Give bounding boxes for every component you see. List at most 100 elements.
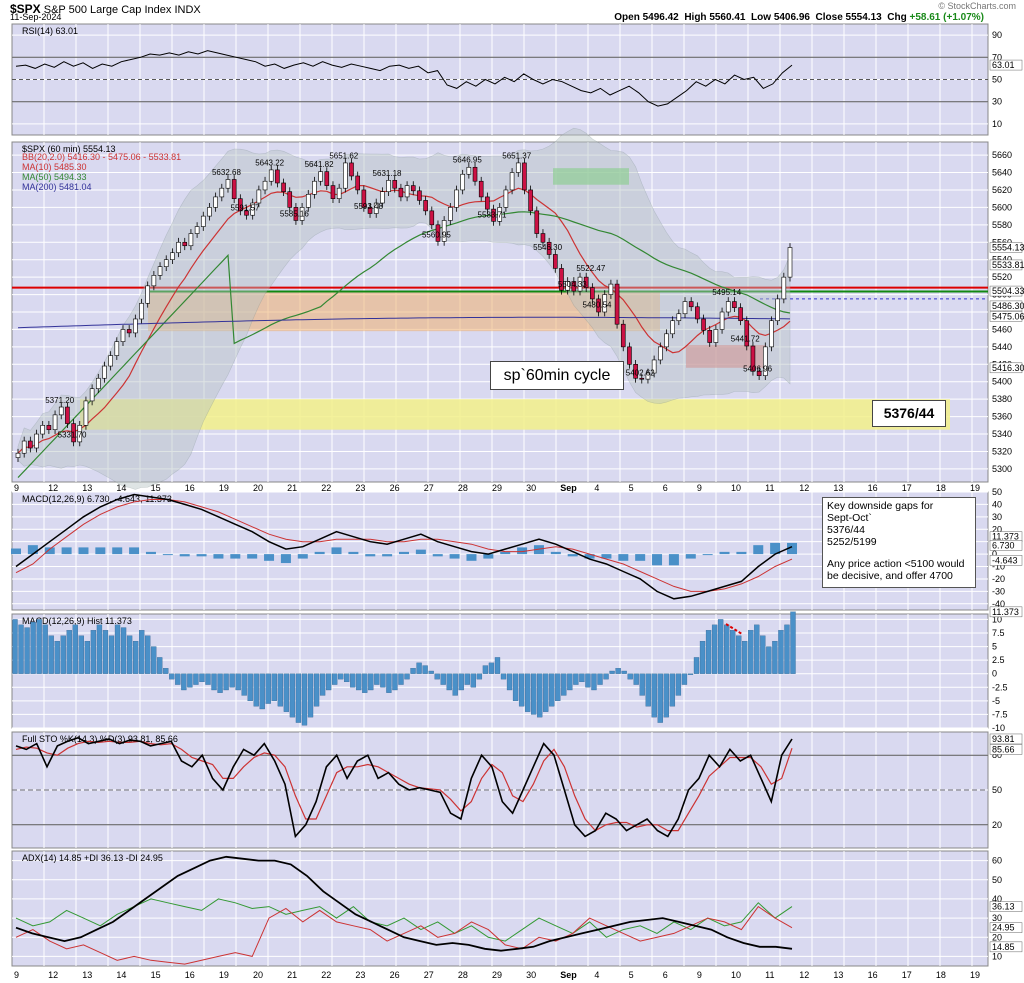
y-tick-label: 0 [992, 549, 997, 559]
candle-body [83, 400, 89, 426]
candle-body [58, 406, 64, 416]
candle-body [65, 406, 70, 424]
candle-body [145, 285, 150, 304]
hist-bar [772, 640, 778, 674]
y-tick-label: -7.5 [992, 709, 1008, 719]
price-extreme-label: 5632.68 [212, 168, 241, 177]
candle-body [219, 187, 225, 198]
y-tick-label: 5440 [992, 342, 1012, 352]
macd-hist-bar [483, 554, 494, 559]
hist-bar [470, 673, 477, 688]
y-tick-label: 5640 [992, 168, 1012, 178]
hist-bar [434, 673, 440, 680]
hist-bar [579, 673, 585, 683]
candle-body [732, 301, 737, 308]
y-tick-label: 50 [992, 487, 1002, 497]
candle-body [639, 377, 645, 380]
candle-body [688, 301, 694, 308]
hist-bar [531, 673, 537, 715]
candle-body [553, 254, 558, 269]
candle-body [596, 298, 601, 313]
candle-body [231, 179, 237, 199]
hist-bar [422, 665, 428, 674]
candle-body [287, 191, 293, 208]
last-value-tag [989, 555, 1023, 566]
hist-bar [175, 673, 181, 685]
hist-bar [54, 640, 60, 674]
x-tick-label: 16 [185, 970, 195, 980]
symbol-line: $SPX S&P 500 Large Cap Index INDX [10, 2, 201, 16]
y-tick-label: 5300 [992, 464, 1012, 474]
high-value: 5560.41 [709, 12, 746, 23]
price-extreme-label: 5371.20 [45, 396, 74, 405]
hist-bar [132, 640, 139, 674]
candle-body [262, 180, 268, 191]
candle-body [664, 333, 669, 348]
hist-bar [537, 673, 543, 718]
hist-bar [730, 630, 736, 674]
x-tick-label: 20 [253, 970, 263, 980]
candle-body [522, 162, 527, 191]
candle-body [466, 166, 472, 175]
macd-hist-bar [736, 551, 747, 555]
bollinger-band [17, 127, 791, 490]
x-tick-label: 5 [629, 970, 634, 980]
candle-body [200, 215, 206, 227]
macd-hist-bar [247, 554, 258, 559]
candle-body [293, 207, 299, 221]
candle-body [559, 268, 564, 291]
candle-body [448, 207, 453, 221]
price-extreme-label: 5651.37 [502, 152, 531, 161]
hist-bar [675, 673, 682, 696]
candle-body [207, 207, 212, 217]
y-tick-label: 80 [992, 750, 1002, 760]
candle-body [497, 207, 503, 222]
symbol: $SPX [10, 2, 41, 16]
y-tick-label: 50 [992, 785, 1002, 795]
x-tick-label: 10 [731, 483, 741, 493]
candle-body [102, 365, 107, 379]
hist-bar [724, 624, 730, 674]
hist-bar [681, 673, 688, 685]
hist-bar [199, 673, 205, 683]
last-value-label: 5486.30 [992, 301, 1024, 311]
candle-body [620, 323, 626, 348]
y-tick-label: 10 [992, 614, 1002, 624]
candle-body [250, 202, 255, 216]
last-value-label: 93.81 [992, 734, 1015, 744]
x-tick-label: 13 [82, 970, 92, 980]
hist-bar [169, 673, 175, 680]
y-tick-label: -10 [992, 723, 1005, 733]
macd-hist-bar [668, 554, 679, 566]
candle-body [546, 241, 552, 255]
x-tick-label: 27 [424, 483, 434, 493]
hist-bar [440, 673, 446, 685]
price-legend-item: MA(10) 5485.30 [22, 162, 87, 172]
hist-bar [78, 635, 84, 674]
hist-bar [404, 673, 410, 680]
candle-body [787, 247, 793, 278]
candle-body [701, 318, 706, 331]
adx-panel-title: ADX(14) 14.85 +DI 36.13 -DI 24.95 [22, 853, 163, 863]
hist-bar [139, 630, 145, 674]
candle-body [244, 210, 249, 216]
gap-zone-label: 5376/44 [872, 400, 946, 427]
candle-body [373, 202, 379, 214]
candle-body [695, 306, 700, 320]
hist-bar [428, 670, 434, 674]
hist-bar [687, 673, 694, 675]
hist-bar [717, 619, 724, 674]
candle-body [472, 166, 478, 182]
macd-hist-bar [550, 551, 561, 555]
cycle-annotation: sp`60min cycle [490, 361, 624, 390]
x-tick-label: 9 [14, 483, 19, 493]
hist-bar [223, 673, 229, 691]
last-value-label: 11.373 [992, 532, 1019, 542]
hist-bar [380, 673, 386, 688]
x-tick-label: 12 [48, 483, 58, 493]
y-tick-label: -2.5 [992, 682, 1008, 692]
hist-bar [639, 673, 645, 696]
hist-bar [12, 619, 18, 674]
x-tick-label: 22 [321, 483, 331, 493]
